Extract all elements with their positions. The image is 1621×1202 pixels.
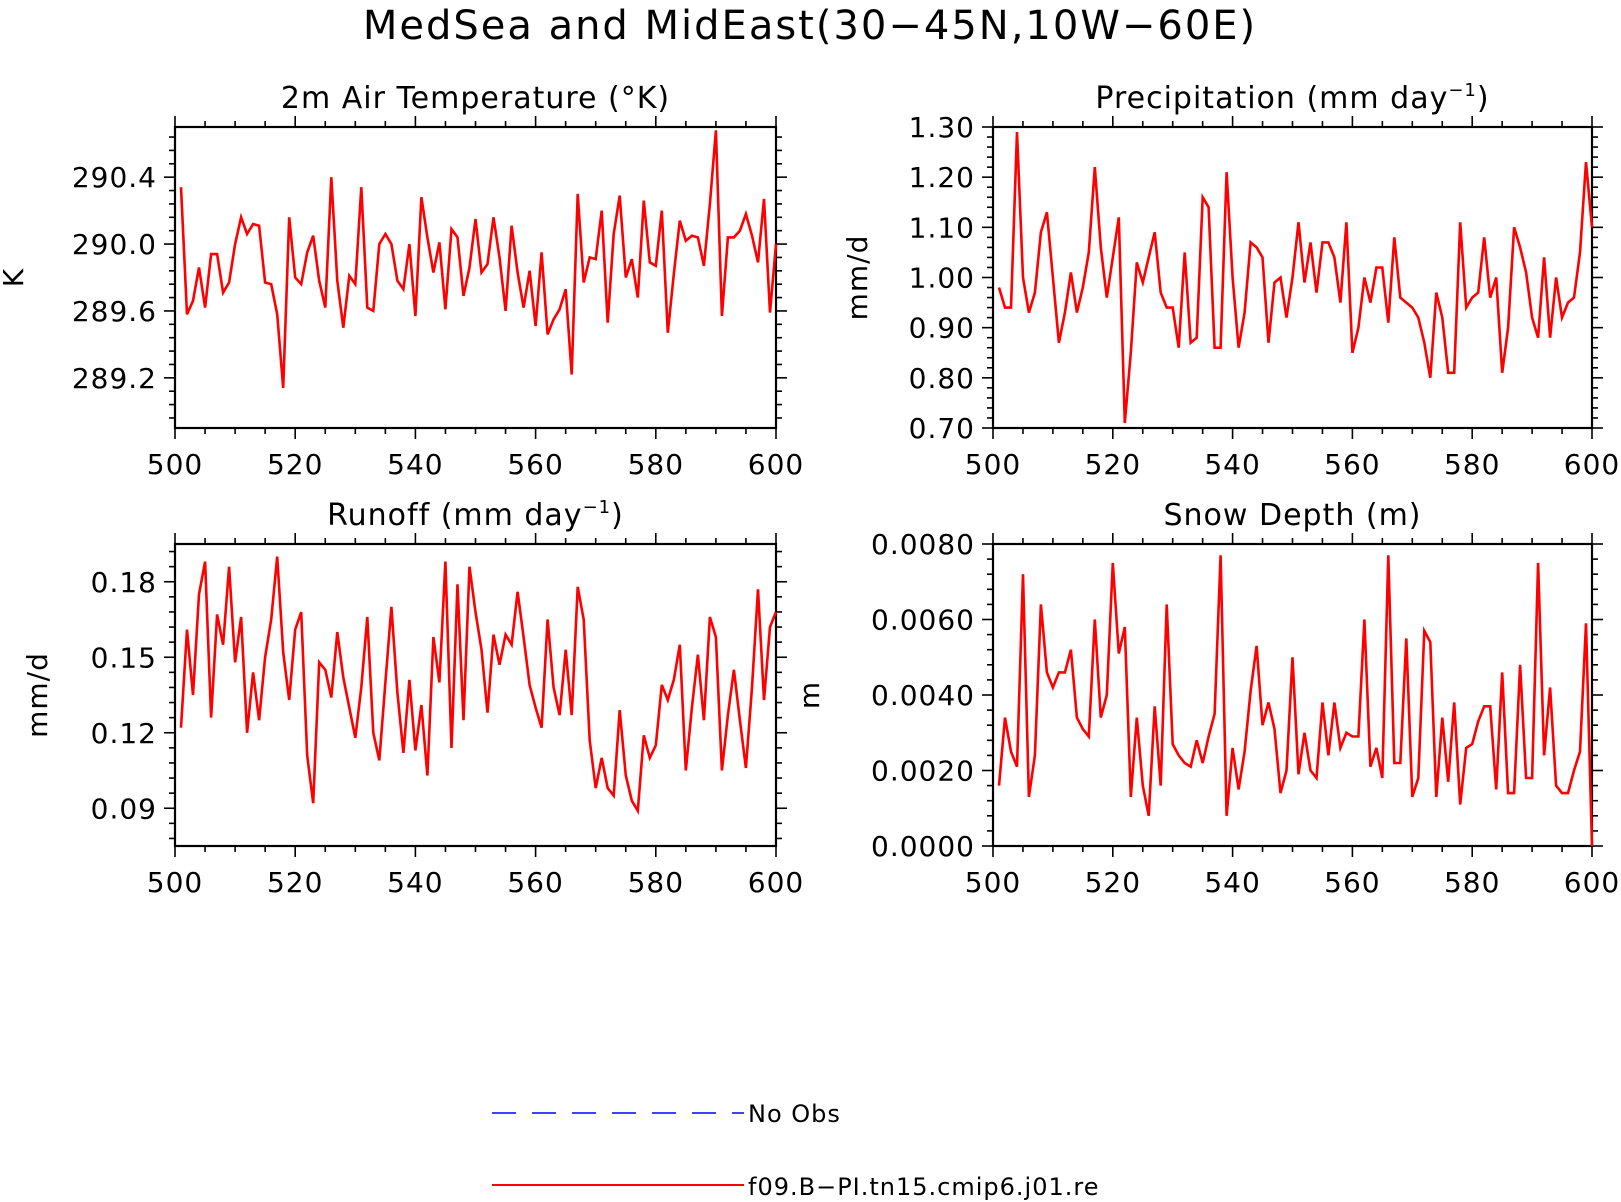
y-tick-label: 0.0080 bbox=[871, 528, 975, 561]
y-axis-label: mm/d bbox=[841, 235, 874, 321]
y-tick-label: 0.0020 bbox=[871, 755, 975, 788]
panels-group: 500 520 540 560 580 600 289.2 289.6 290.0 290.4 2m… bbox=[0, 80, 1620, 899]
x-tick-label: 580 bbox=[628, 448, 684, 481]
y-tick-label: 1.00 bbox=[909, 262, 975, 295]
x-tick-label: 600 bbox=[748, 448, 804, 481]
y-tick-label: 0.70 bbox=[909, 412, 975, 445]
panel-title: Snow Depth (m) bbox=[1163, 498, 1421, 533]
x-tick-label: 520 bbox=[1085, 448, 1141, 481]
x-tick-label: 500 bbox=[147, 866, 203, 899]
x-tick-label: 600 bbox=[1564, 448, 1620, 481]
x-tick-label: 560 bbox=[1324, 448, 1380, 481]
x-tick-label: 520 bbox=[267, 866, 323, 899]
y-tick-label: 0.0060 bbox=[871, 604, 975, 637]
x-tick-label: 580 bbox=[1444, 866, 1500, 899]
series-line-model bbox=[179, 556, 778, 815]
y-tick-label: 290.4 bbox=[72, 161, 157, 194]
panel-title-superscript: −1 bbox=[1448, 80, 1477, 101]
series-line-model bbox=[997, 555, 1594, 847]
panel-title-end: ) bbox=[1477, 81, 1490, 116]
panel-1: 500 520 540 560 580 600 289.2 289.6 290.0 290.4 2m… bbox=[0, 81, 804, 481]
y-tick-label: 0.90 bbox=[909, 312, 975, 345]
x-tick-label: 580 bbox=[628, 866, 684, 899]
x-tick-label: 540 bbox=[1204, 448, 1260, 481]
y-tick-label: 0.09 bbox=[91, 792, 157, 825]
y-tick-label: 289.6 bbox=[72, 295, 157, 328]
x-tick-label: 560 bbox=[507, 866, 563, 899]
x-tick-label: 540 bbox=[387, 448, 443, 481]
panel-title-text: 2m Air Temperature (°K) bbox=[281, 81, 670, 116]
y-axis-label: mm/d bbox=[21, 652, 54, 738]
panel-title: 2m Air Temperature (°K) bbox=[281, 81, 670, 116]
x-tick-label: 560 bbox=[1324, 866, 1380, 899]
legend-model-label: f09.B−PI.tn15.cmip6.j01.re bbox=[748, 1173, 1099, 1201]
x-tick-label: 500 bbox=[147, 448, 203, 481]
panel-title-end: ) bbox=[611, 498, 624, 533]
figure-title: MedSea and MidEast(30−45N,10W−60E) bbox=[363, 3, 1257, 49]
y-tick-label: 289.2 bbox=[72, 362, 157, 395]
y-tick-label: 0.15 bbox=[91, 641, 157, 674]
x-tick-label: 500 bbox=[965, 448, 1021, 481]
panel-title-superscript: −1 bbox=[583, 497, 612, 518]
x-tick-label: 520 bbox=[267, 448, 323, 481]
y-tick-label: 290.0 bbox=[72, 228, 157, 261]
panel-2: 500 520 540 560 580 600 0.70 0.80 0.90 1.00 1.10 1.… bbox=[841, 80, 1620, 481]
legend: No Obs f09.B−PI.tn15.cmip6.j01.re bbox=[492, 1100, 1099, 1201]
panel-title: Runoff (mm day−1) bbox=[327, 497, 624, 533]
plot-frame bbox=[173, 542, 778, 848]
panel-title-text: Snow Depth (m) bbox=[1163, 498, 1421, 533]
panel-title-text: Runoff (mm day bbox=[327, 498, 582, 533]
x-tick-label: 600 bbox=[1564, 866, 1620, 899]
y-tick-label: 1.20 bbox=[909, 161, 975, 194]
x-tick-label: 500 bbox=[965, 866, 1021, 899]
y-tick-label: 1.30 bbox=[909, 111, 975, 144]
panel-title-text: Precipitation (mm day bbox=[1095, 81, 1448, 116]
y-axis-label: K bbox=[0, 268, 30, 287]
y-tick-label: 0.0040 bbox=[871, 679, 975, 712]
x-tick-label: 540 bbox=[1204, 866, 1260, 899]
y-tick-label: 0.18 bbox=[91, 566, 157, 599]
legend-no-obs-label: No Obs bbox=[748, 1100, 841, 1128]
x-tick-label: 580 bbox=[1444, 448, 1500, 481]
x-tick-label: 560 bbox=[507, 448, 563, 481]
x-tick-label: 520 bbox=[1085, 866, 1141, 899]
y-tick-label: 1.10 bbox=[909, 211, 975, 244]
y-tick-label: 0.80 bbox=[909, 362, 975, 395]
panel-3: 500 520 540 560 580 600 0.09 0.12 0.15 0.18 Runoff… bbox=[21, 497, 804, 899]
x-tick-label: 600 bbox=[748, 866, 804, 899]
y-tick-label: 0.0000 bbox=[871, 830, 975, 863]
series-line-model bbox=[179, 130, 778, 389]
y-axis-label: m bbox=[793, 681, 826, 709]
y-tick-label: 0.12 bbox=[91, 717, 157, 750]
panel-4: 500 520 540 560 580 600 0.0000 0.0020 0.0040 0.00… bbox=[793, 498, 1620, 899]
panel-title: Precipitation (mm day−1) bbox=[1095, 80, 1489, 116]
x-tick-label: 540 bbox=[387, 866, 443, 899]
series-line-model bbox=[997, 131, 1594, 424]
